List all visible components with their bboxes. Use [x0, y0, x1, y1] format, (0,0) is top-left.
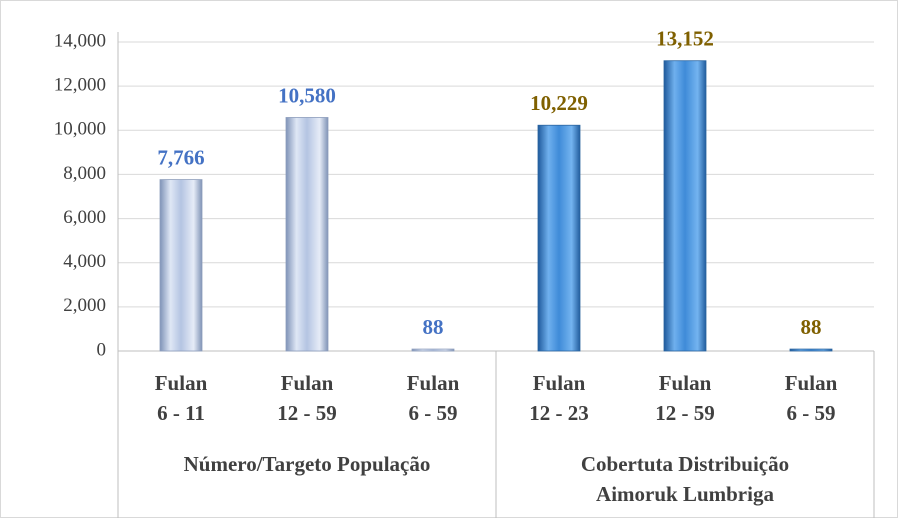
bar	[411, 348, 455, 352]
bar	[537, 124, 581, 352]
value-label: 7,766	[157, 145, 204, 169]
y-tick-label: 14,000	[54, 30, 106, 51]
group-label: Número/Targeto População	[184, 452, 431, 476]
x-tick-label: Fulan	[281, 371, 334, 395]
x-tick-label: 12 - 23	[529, 401, 589, 425]
x-tick-label: 12 - 59	[655, 401, 715, 425]
x-tick-label: Fulan	[659, 371, 712, 395]
bar	[159, 179, 203, 352]
x-tick-label: Fulan	[785, 371, 838, 395]
group-label: Cobertuta Distribuição	[581, 452, 789, 476]
x-tick-label: Fulan	[533, 371, 586, 395]
y-tick-label: 12,000	[54, 75, 106, 96]
bar	[789, 348, 833, 352]
bar	[285, 117, 329, 352]
x-tick-label: 6 - 59	[787, 401, 836, 425]
value-label: 13,152	[656, 27, 714, 51]
x-tick-label: 12 - 59	[277, 401, 337, 425]
value-label: 10,580	[278, 83, 336, 107]
x-tick-label: 6 - 11	[157, 401, 205, 425]
group-label: Aimoruk Lumbriga	[596, 482, 774, 506]
y-tick-label: 8,000	[63, 163, 106, 184]
y-tick-label: 6,000	[63, 207, 106, 228]
x-tick-label: 6 - 59	[409, 401, 458, 425]
x-tick-label: Fulan	[155, 371, 208, 395]
y-tick-label: 2,000	[63, 295, 106, 316]
value-label: 88	[423, 315, 444, 339]
y-tick-label: 4,000	[63, 251, 106, 272]
y-tick-label: 0	[97, 339, 107, 360]
bar	[663, 60, 707, 352]
y-tick-label: 10,000	[54, 119, 106, 140]
value-label: 88	[801, 315, 822, 339]
x-tick-label: Fulan	[407, 371, 460, 395]
value-label: 10,229	[530, 91, 588, 115]
